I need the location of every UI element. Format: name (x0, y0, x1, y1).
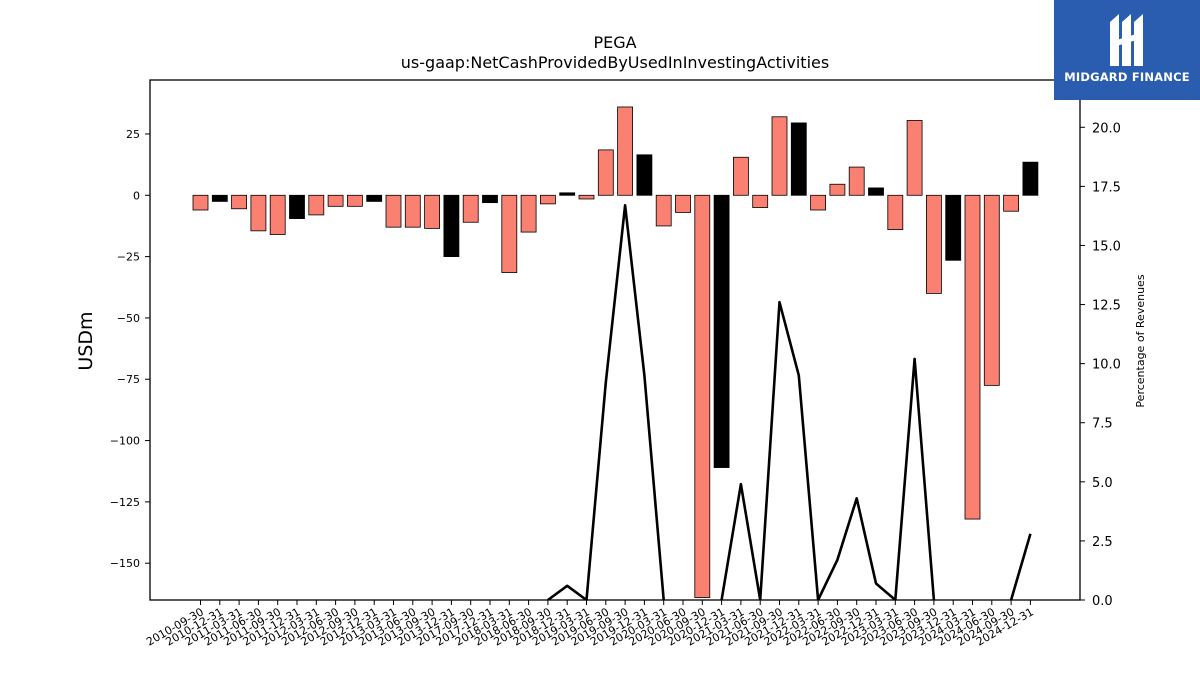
y2-tick-label: 17.5 (1092, 180, 1121, 195)
bar-2017-09-30 (462, 194, 479, 223)
bar-2019-03-31 (578, 194, 595, 200)
bar-2011-03-31 (231, 194, 248, 210)
y-tick-label: −25 (117, 251, 140, 264)
bar-2011-09-30 (269, 194, 286, 235)
bar-2024-06-30 (983, 194, 1000, 386)
y2-tick-label: 20.0 (1092, 121, 1121, 136)
chart-title: PEGA (593, 33, 636, 52)
bar-2012-09-30 (346, 194, 363, 207)
bar-2019-09-30 (617, 106, 633, 196)
y2-axis-label: Percentage of Revenues (1134, 274, 1147, 407)
y2-tick-label: 15.0 (1092, 239, 1121, 254)
bar-2024-12-31 (1022, 161, 1039, 196)
logo-mark-icon (1110, 14, 1143, 66)
y-tick-label: −150 (110, 557, 140, 570)
bar-2013-12-31 (443, 194, 460, 258)
bar-2020-09-30 (694, 194, 711, 598)
y-tick-label: 25 (126, 128, 140, 141)
y-tick-label: −75 (117, 373, 140, 386)
bar-2018-06-30 (520, 194, 537, 233)
bar-2010-12-31 (211, 194, 228, 202)
bar-2018-09-30 (540, 194, 556, 205)
bar-2011-06-30 (250, 194, 267, 232)
bar-2019-06-30 (597, 149, 614, 196)
bar-2021-09-30 (771, 116, 788, 196)
percentage-line-segment-0 (547, 203, 665, 600)
bar-2017-12-31 (482, 194, 498, 204)
y2-tick-label: 2.5 (1092, 535, 1113, 550)
y-axis-label: USDm (75, 311, 97, 370)
bar-2023-09-30 (926, 194, 942, 294)
bar-2024-03-31 (964, 194, 981, 520)
bar-2018-12-31 (559, 192, 576, 196)
bar-2020-12-31 (713, 194, 730, 468)
plot-frame (149, 79, 1081, 601)
bar-2024-09-30 (1003, 194, 1019, 212)
bar-2011-12-31 (289, 194, 305, 219)
bar-2022-09-30 (848, 166, 865, 196)
bar-2021-03-31 (733, 156, 749, 196)
y-tick-label: 0 (133, 189, 140, 202)
y2-tick-label: 0.0 (1092, 594, 1113, 609)
percentage-line-segment-2 (1009, 533, 1032, 600)
bar-2012-06-30 (327, 194, 344, 207)
chart-subtitle: us-gaap:NetCashProvidedByUsedInInvesting… (401, 53, 829, 72)
y2-tick-label: 12.5 (1092, 299, 1121, 314)
y-tick-label: −100 (110, 435, 140, 448)
bar-2013-03-31 (385, 194, 402, 228)
bar-2018-03-31 (501, 194, 518, 273)
bar-2010-09-30 (192, 194, 209, 211)
bar-2022-06-30 (829, 183, 846, 196)
y2-tick-label: 7.5 (1092, 417, 1113, 432)
bar-2021-06-30 (752, 194, 769, 208)
bar-2012-03-31 (308, 194, 325, 216)
percentage-line-segment-1 (720, 300, 936, 600)
bar-2022-03-31 (810, 194, 826, 211)
bar-2013-09-30 (424, 194, 441, 229)
bar-2020-06-30 (675, 194, 691, 213)
y2-tick-label: 5.0 (1092, 476, 1113, 491)
bar-2012-12-31 (366, 194, 383, 202)
logo-text: MIDGARD FINANCE (1064, 70, 1190, 84)
bar-2023-03-31 (887, 194, 904, 231)
bar-2013-06-30 (404, 194, 421, 228)
bar-2021-12-31 (790, 122, 807, 196)
bar-2019-12-31 (636, 154, 653, 196)
bar-2023-06-30 (906, 120, 923, 196)
bar-2022-12-31 (868, 187, 884, 196)
y2-tick-label: 10.0 (1092, 358, 1121, 373)
brand-logo: MIDGARD FINANCE (1054, 0, 1200, 100)
bar-2023-12-31 (945, 194, 962, 261)
y-tick-label: −125 (110, 496, 140, 509)
y-tick-label: −50 (117, 312, 140, 325)
bar-2020-03-31 (655, 194, 672, 227)
